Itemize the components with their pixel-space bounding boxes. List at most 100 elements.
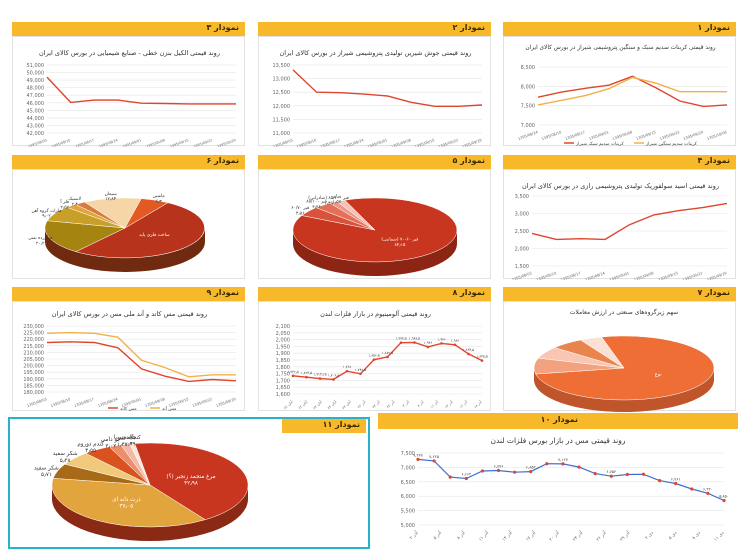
chart-panel-1: نمودار ۱ روند قیمتی کربنات سدیم سبک و سن… [503, 22, 736, 147]
chart-10-header: نمودار ۱۰ [540, 415, 578, 424]
x-tick-label: 1395/10/06 [707, 130, 729, 141]
chart-title: روند قیمتی اسید سولفوریک تولیدی پتروشیمی… [522, 182, 719, 190]
y-tick-label: 2,000 [276, 338, 290, 344]
series-line-0 [292, 69, 483, 108]
slice-value: ۱٫۴۷ [117, 442, 128, 448]
y-tick-label: 7,000 [521, 123, 535, 129]
x-tick-label: 1395/08/10 [536, 271, 558, 280]
chart-4-svg: روند قیمتی اسید سولفوریک تولیدی پتروشیمی… [512, 182, 729, 280]
y-tick-label: 13,500 [273, 63, 291, 69]
x-tick-label: ۱۸ آذر [473, 398, 484, 409]
x-tick-label: ۸ آذر [456, 530, 467, 541]
data-point [386, 355, 389, 359]
x-tick-label: ۱۱ آذر [478, 530, 491, 543]
x-tick-label: 1395/09/01 [367, 138, 388, 147]
slice-value: ۵٫۳۸ [60, 458, 71, 464]
y-tick-label: 220,000 [23, 337, 44, 343]
x-tick-label: ۲ آذر [409, 530, 420, 541]
x-tick-label: 1395/09/22 [438, 138, 459, 147]
x-tick-label: 1395/09/01 [121, 397, 142, 408]
data-label: ۱,۷۶۸ [343, 365, 352, 369]
data-point [657, 479, 662, 483]
data-label: ۱,۹۴۶ [424, 341, 433, 345]
y-tick-label: 43,000 [27, 123, 45, 129]
x-tick-label: ۱۴ آذر [443, 398, 454, 409]
chart-8-header: نمودار ۸ [452, 288, 485, 297]
slice-value: ۰٫۷۹ [125, 441, 136, 447]
x-tick-label: 1395/08/03 [27, 397, 48, 408]
data-label: ۵,۸۵۰ [719, 494, 729, 499]
y-tick-label: 1,900 [276, 351, 290, 357]
y-tick-label: 7,500 [521, 104, 535, 110]
data-label: ۱,۷۱۳٫۲۵ [313, 373, 326, 377]
y-tick-label: 11,500 [273, 117, 291, 123]
slice-value: ۳۷٫۰۵ [119, 504, 133, 510]
x-tick-label: 1395/09/15 [658, 271, 679, 280]
chart-title: روند قیمتی مس کاتد و آند ملی مس در بورس … [52, 309, 207, 318]
y-tick-label: 51,000 [27, 63, 45, 69]
chart-5-header: نمودار ۵ [452, 156, 485, 165]
data-point [625, 472, 629, 477]
slice-value: ۸۴٫۱۵ [394, 243, 406, 248]
x-tick-label: ۱۷ آذر [525, 530, 538, 543]
data-label: ۱,۹۷۲ [437, 337, 446, 341]
series-line-1 [537, 76, 727, 106]
x-tick-label: 1395/08/24 [518, 130, 540, 141]
y-tick-label: 230,000 [23, 324, 44, 330]
chart-10-svg: روند قیمتی مس در بازار بورس فلزات لندن 5,… [401, 436, 729, 543]
data-point [690, 487, 694, 491]
data-point [545, 462, 549, 466]
y-tick-label: 6,000 [401, 494, 415, 500]
x-tick-label: ۱۴ آذر [501, 530, 514, 543]
chart-panel-11[interactable]: نمودار ۱۱ مرغ منجمد زنجیر (؟) ۴۲٫۹۸ ذرت دا… [8, 417, 370, 549]
slice-label: گندم دوروم [77, 439, 104, 447]
x-tick-label: ۲۴ آذر [371, 398, 382, 409]
chart-title: روند قیمتی آلومینیوم در بازار فلزات لندن [320, 309, 431, 318]
chart-11-svg: مرغ منجمد زنجیر (؟)۴۲٫۹۸ ذرت دانه ای۳۷٫۰۵… [34, 434, 249, 541]
x-tick-label: 1395/08/03 [512, 271, 533, 280]
x-tick-label: ۲۲ آذر [356, 398, 367, 409]
x-tick-label: 1395/09/29 [707, 271, 729, 280]
data-point [305, 375, 308, 379]
slice-value: ۳٫۳۶ [312, 205, 321, 210]
y-tick-label: 50,000 [27, 71, 45, 77]
y-tick-label: 7,000 [401, 465, 415, 471]
x-tick-label: 1395/08/17 [75, 138, 95, 147]
x-tick-label: ۸ دی [692, 531, 702, 541]
slice-label: نوع [655, 372, 662, 378]
y-tick-label: 5,500 [401, 509, 415, 515]
chart-5-svg: قیر ۶۰-۷۰ (ضمانتی)۸۴٫۱۵ قیر ۶۰/۷۰۴٫۵۶ قیر … [291, 194, 458, 276]
data-label: ۱,۸۹۴٫۵ [463, 348, 474, 352]
data-label: ۱,۹۶۲ [451, 339, 460, 343]
slice-value: ۶٫۳ [156, 199, 163, 204]
data-point [359, 372, 362, 376]
slice-value: ۵٫۷۱ [41, 472, 52, 478]
x-tick-label: ۲۳ آذر [572, 530, 585, 543]
y-tick-label: 8,000 [521, 84, 535, 90]
chart-panel-8: نمودار ۸ روند قیمتی آلومینیوم در بازار ف… [258, 287, 491, 411]
x-tick-label: 1395/08/17 [320, 138, 341, 147]
x-tick-label: 1395/09/29 [217, 138, 237, 147]
slice-value: ۲٫۰۲ [105, 444, 116, 450]
x-tick-label: 1395/09/15 [169, 138, 189, 147]
chart-9-svg: روند قیمتی مس کاتد و آند ملی مس در بورس … [23, 309, 237, 412]
data-point [440, 342, 443, 345]
data-label: ۱,۷۴۸٫۵ [355, 368, 366, 372]
slice-value: ۲٫۴ [72, 203, 79, 208]
x-tick-label: 1395/09/22 [192, 397, 213, 408]
data-label: ۶,۸۵۴ [526, 465, 536, 470]
data-point [593, 471, 597, 476]
x-tick-label: 1395/09/29 [462, 138, 484, 147]
y-tick-label: 205,000 [23, 357, 44, 363]
slice-label: قیر ۸۵/۱۰۰ [306, 198, 327, 204]
x-tick-label: 1395/08/17 [565, 130, 586, 141]
chart-panel-4: نمودار ۴ روند قیمتی اسید سولفوریک تولیدی… [503, 155, 736, 280]
x-tick-label: 1395/09/08 [146, 138, 166, 147]
chart-title: روند قیمتی الکیل بنزن خطی - صنایع شیمیای… [39, 49, 220, 57]
y-tick-label: 1,950 [276, 344, 290, 350]
pie-slice [44, 220, 126, 252]
y-tick-label: 7,500 [401, 451, 415, 457]
y-tick-label: 1,600 [276, 392, 290, 398]
y-tick-label: 2,100 [276, 324, 290, 330]
